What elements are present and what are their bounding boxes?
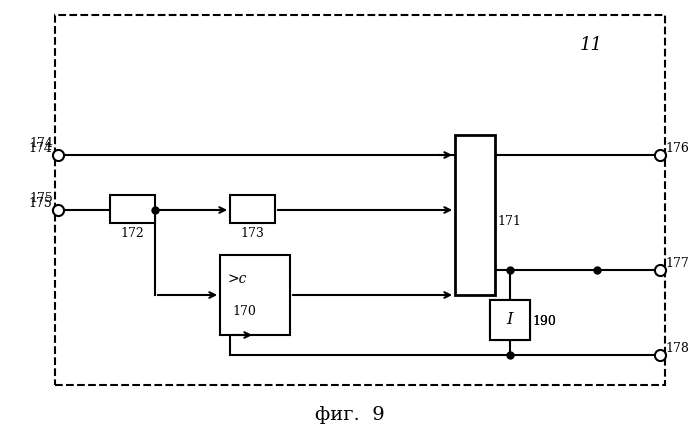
Text: 175: 175 [28, 197, 52, 210]
Text: 178: 178 [665, 342, 689, 355]
Text: 176: 176 [665, 142, 689, 155]
Text: 174: 174 [28, 142, 52, 155]
Text: 171: 171 [497, 215, 521, 228]
Bar [55, 15, 665, 385]
Bar [230, 195, 275, 223]
Text: фиг.  9: фиг. 9 [315, 406, 385, 424]
Text: 190: 190 [532, 315, 556, 328]
Bar [220, 255, 290, 335]
Text: 170: 170 [232, 305, 256, 318]
Text: 11: 11 [580, 36, 603, 54]
Text: >c: >c [228, 272, 247, 286]
Bar [110, 195, 155, 223]
Text: 173: 173 [240, 227, 264, 240]
Text: 177: 177 [665, 257, 689, 270]
Bar [490, 300, 530, 340]
Text: 172: 172 [120, 227, 144, 240]
Text: I: I [507, 312, 513, 328]
Text: 175: 175 [29, 192, 53, 205]
Text: 174: 174 [29, 137, 53, 150]
Text: I: I [507, 312, 513, 328]
Bar [490, 300, 530, 340]
Bar [455, 135, 495, 295]
Text: 190: 190 [532, 315, 556, 328]
